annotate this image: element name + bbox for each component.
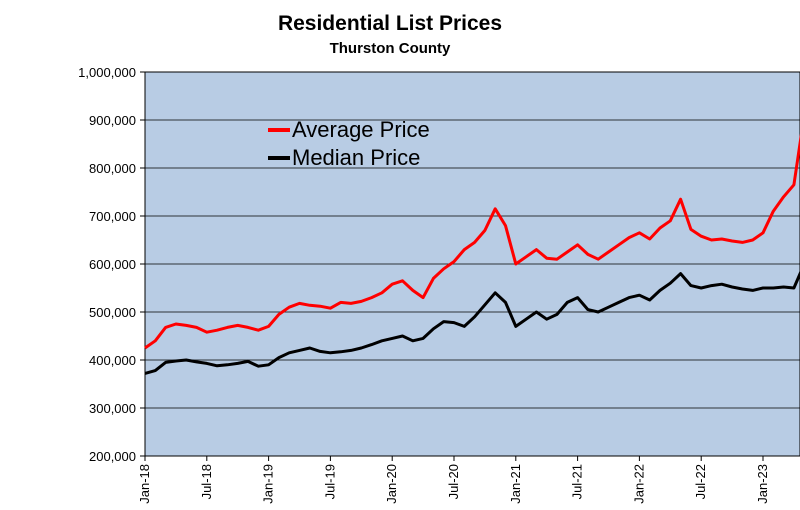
x-tick-label: Jan-22 [631, 464, 646, 504]
x-tick-label: Jan-20 [384, 464, 399, 504]
y-tick-label: 200,000 [89, 449, 136, 464]
y-tick-label: 900,000 [89, 113, 136, 128]
y-tick-label: 1,000,000 [78, 65, 136, 80]
x-tick-label: Jul-20 [446, 464, 461, 499]
x-tick-label: Jul-21 [570, 464, 585, 499]
y-axis: 200,000 300,000 400,000 500,000 600,000 700,0… [78, 65, 145, 464]
legend-label-average: Average Price [292, 117, 430, 142]
y-tick-label: 500,000 [89, 305, 136, 320]
y-tick-label: 400,000 [89, 353, 136, 368]
x-axis: Jan-18 Jul-18 Jan-19 Jul-19 Jan-20 Jul-20 Jan-… [137, 456, 770, 504]
chart-subtitle: Thurston County [330, 40, 451, 57]
x-tick-label: Jan-18 [137, 464, 152, 504]
y-tick-label: 300,000 [89, 401, 136, 416]
x-tick-label: Jul-18 [199, 464, 214, 499]
gridlines [145, 119, 800, 409]
legend-label-median: Median Price [292, 145, 420, 170]
chart-title: Residential List Prices [278, 12, 502, 35]
x-tick-label: Jul-22 [693, 464, 708, 499]
series-lines [144, 133, 800, 375]
y-tick-label: 700,000 [89, 209, 136, 224]
x-tick-label: Jan-21 [508, 464, 523, 504]
median-price-line [144, 269, 800, 375]
y-tick-label: 800,000 [89, 161, 136, 176]
x-tick-label: Jan-23 [755, 464, 770, 504]
x-tick-label: Jul-19 [322, 464, 337, 499]
legend: Average Price Median Price [268, 117, 430, 170]
y-tick-label: 600,000 [89, 257, 136, 272]
average-price-line [144, 133, 800, 350]
x-tick-label: Jan-19 [261, 464, 276, 504]
